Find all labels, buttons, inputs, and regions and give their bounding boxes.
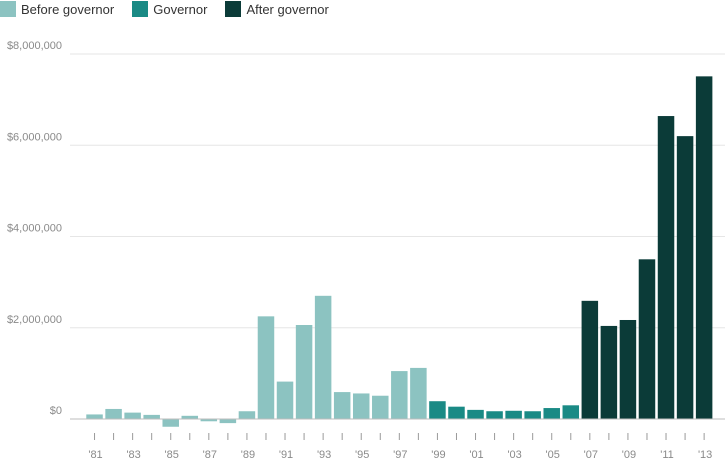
x-tick-label: '11 [660, 449, 674, 460]
bar [105, 408, 122, 419]
bar [505, 410, 522, 419]
legend-item-governor: Governor [132, 1, 207, 17]
bar [314, 295, 332, 419]
bar [124, 412, 141, 419]
y-tick-label: $2,000,000 [7, 314, 62, 326]
legend-swatch-before [0, 1, 16, 17]
bar [295, 325, 313, 419]
bar [86, 414, 103, 419]
x-tick-label: '99 [431, 449, 445, 460]
bar [657, 116, 675, 420]
bar [619, 319, 637, 419]
bar [676, 136, 694, 420]
x-tick-label: '97 [393, 449, 407, 460]
bar [391, 371, 408, 419]
bar [562, 405, 580, 419]
bar [448, 406, 465, 419]
y-tick-label: $6,000,000 [7, 131, 62, 143]
bar [429, 401, 446, 419]
x-tick-label: '81 [88, 449, 102, 460]
x-tick-label: '03 [507, 449, 521, 460]
legend-label-before: Before governor [21, 1, 115, 17]
bar [581, 300, 599, 419]
bar [181, 415, 199, 419]
bar [162, 419, 179, 427]
bar [257, 316, 275, 419]
bar [238, 411, 256, 419]
y-tick-label: $8,000,000 [7, 40, 62, 52]
x-tick-label: '09 [622, 449, 636, 460]
legend: Before governor Governor After governor [0, 0, 347, 18]
bar [352, 393, 370, 419]
x-tick-label: '89 [241, 449, 255, 460]
bar [486, 411, 503, 419]
x-tick-label: '13 [698, 449, 712, 460]
bar [695, 76, 713, 420]
y-tick-label: $0 [50, 405, 62, 417]
bar [219, 419, 237, 424]
bar [467, 409, 484, 420]
bar [372, 395, 389, 419]
x-tick-label: '95 [355, 449, 369, 460]
y-tick-label: $4,000,000 [7, 223, 62, 235]
bar [638, 259, 656, 419]
x-tick-label: '05 [546, 449, 560, 460]
x-tick-label: '07 [584, 449, 598, 460]
bar [143, 414, 160, 419]
bar [410, 367, 427, 419]
x-tick-label: '83 [126, 449, 140, 460]
legend-label-governor: Governor [153, 1, 208, 17]
legend-item-before: Before governor [0, 1, 114, 17]
x-tick-label: '01 [469, 449, 483, 460]
bar [600, 325, 618, 419]
bar [543, 408, 560, 419]
x-tick-label: '91 [279, 449, 293, 460]
legend-swatch-after [225, 1, 242, 17]
legend-swatch-governor [132, 1, 149, 17]
bar [524, 411, 541, 419]
bar [333, 392, 351, 419]
x-tick-label: '87 [203, 449, 217, 460]
bar [200, 419, 218, 422]
legend-item-after: After governor [225, 1, 329, 17]
x-tick-label: '93 [317, 449, 331, 460]
legend-label-after: After governor [246, 1, 329, 17]
x-tick-label: '85 [165, 449, 179, 460]
bar [276, 381, 294, 419]
